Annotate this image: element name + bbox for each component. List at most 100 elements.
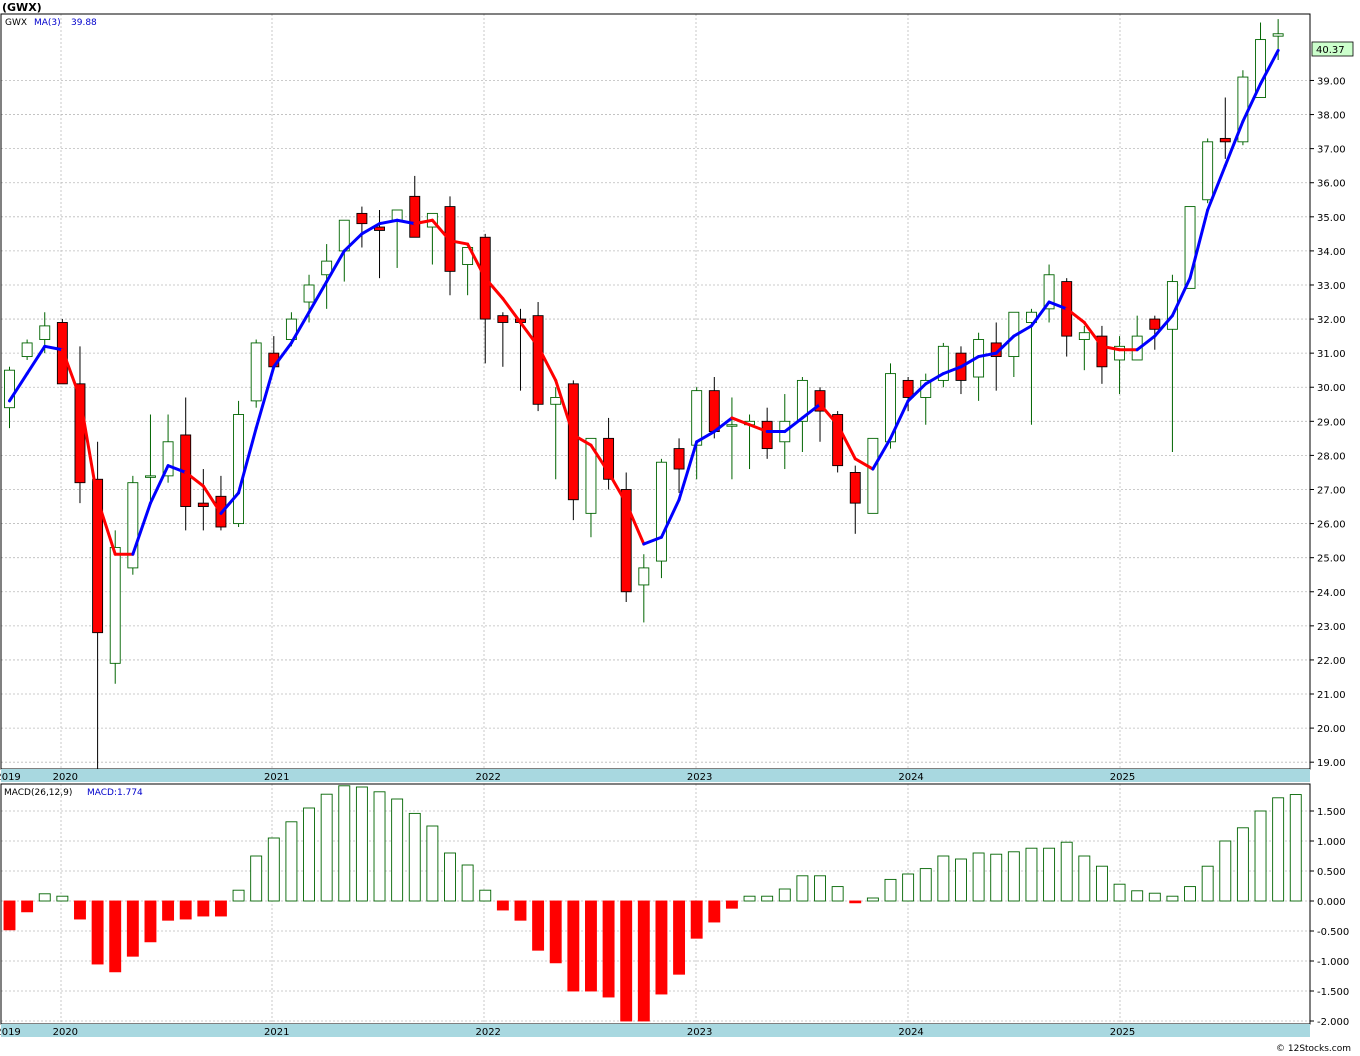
ma-segment [695, 430, 716, 444]
macd-bar-positive [1095, 865, 1108, 902]
ma-segment [1206, 164, 1227, 212]
macd-bar-positive [373, 791, 386, 902]
macd-bar-positive [355, 786, 368, 902]
candle-body [1255, 39, 1266, 98]
candle-body [726, 424, 738, 427]
macd-bar-negative [585, 900, 597, 992]
price-tick-label: 19.00 [1317, 758, 1346, 769]
ma-segment [378, 218, 399, 226]
macd-bar-negative [109, 900, 122, 973]
candle-body [708, 390, 720, 433]
ma-segment [43, 344, 64, 352]
ma-segment [889, 399, 910, 440]
candle-up [250, 339, 262, 408]
macd-tick-label: 0.000 [1317, 897, 1346, 908]
candle-body [638, 567, 650, 586]
candle-body [814, 390, 826, 412]
candle-body [197, 502, 209, 507]
candle-body [849, 472, 861, 504]
price-tick-label: 22.00 [1317, 656, 1346, 667]
candle-body [1272, 33, 1284, 37]
ma-segment [783, 416, 804, 434]
macd-tick-label: -0.500 [1317, 927, 1349, 938]
candle-body [497, 315, 509, 323]
candle-body [285, 318, 297, 340]
macd-bar-negative [514, 900, 527, 921]
candle-body [250, 342, 262, 402]
price-tick-label: 36.00 [1317, 179, 1346, 190]
price-tick-label: 39.00 [1317, 76, 1346, 87]
ma-segment [748, 423, 769, 434]
year-label: 2024 [898, 1027, 923, 1038]
legend-symbol: GWX [5, 18, 27, 28]
ma-segment [60, 348, 82, 399]
ma-segment [8, 372, 29, 403]
macd-bar-positive [937, 855, 950, 902]
macd-tick-label: -1.000 [1317, 957, 1349, 968]
macd-bar-positive [1113, 883, 1126, 902]
macd-bar-positive [38, 893, 51, 902]
ma-segment [1065, 307, 1086, 324]
price-tick-label: 29.00 [1317, 417, 1346, 428]
macd-bar-negative [179, 900, 192, 920]
ma-segment [536, 344, 558, 382]
macd-bar-positive [743, 895, 756, 902]
candle-up [127, 475, 139, 575]
macd-bar-positive [1131, 890, 1144, 902]
candle-body [673, 448, 685, 470]
price-tick-label: 23.00 [1317, 622, 1346, 633]
year-label: 2025 [1110, 772, 1135, 783]
ma-segment [184, 470, 205, 488]
macd-bar-negative [708, 900, 721, 923]
year-axis-band [1, 769, 1310, 782]
ma-segment [219, 491, 241, 515]
candle-body [1114, 345, 1126, 361]
ma-segment [307, 280, 329, 314]
candle-up [4, 366, 15, 429]
ma-segment [78, 395, 100, 502]
ma-segment [677, 440, 699, 502]
candle-body [127, 482, 139, 569]
ma-segment [201, 484, 223, 515]
macd-bar-negative [620, 900, 633, 1022]
macd-bar-negative [549, 900, 562, 964]
macd-tick-label: -1.500 [1317, 987, 1349, 998]
candle-up [655, 458, 667, 579]
candle-down [532, 302, 544, 412]
candle-down [814, 387, 826, 442]
candle-body [902, 379, 914, 398]
year-label: 2020 [53, 772, 78, 783]
macd-bar-positive [1184, 886, 1196, 902]
candle-down [761, 407, 773, 459]
candle-down [409, 175, 421, 238]
macd-bar-positive [56, 895, 69, 902]
macd-bar-negative [637, 900, 650, 1022]
ma-segment [342, 232, 364, 253]
ma-segment [1135, 334, 1157, 352]
candle-body [1043, 274, 1055, 310]
ma-segment [1012, 324, 1033, 338]
candle-body [867, 437, 879, 514]
macd-y-axis: -2.000 -1.500 -1.000 -0.500 0.000 0.500 1.000 1… [1310, 807, 1349, 1028]
macd-bar-negative [602, 900, 615, 998]
macd-bar-positive [1166, 895, 1179, 902]
macd-value-label: MACD:1.774 [87, 788, 143, 798]
candle-up [1202, 138, 1214, 204]
candle-body [145, 475, 156, 478]
candle-up [638, 554, 650, 623]
year-label: 2019 [0, 1027, 21, 1038]
candle-body [303, 284, 315, 303]
macd-bar-positive [1219, 840, 1232, 902]
year-label: 2020 [53, 1027, 78, 1038]
current-price-label: 40.37 [1316, 45, 1345, 56]
ma-segment [853, 457, 875, 471]
candle-body [937, 345, 949, 381]
ma-segment [906, 382, 928, 403]
macd-tick-label: -2.000 [1317, 1017, 1349, 1028]
ma-segment [554, 378, 575, 437]
candle-down [497, 312, 509, 367]
ma-segment [571, 433, 593, 447]
macd-bar-positive [796, 875, 809, 902]
ma-segment [959, 355, 981, 369]
candle-body [832, 414, 844, 467]
